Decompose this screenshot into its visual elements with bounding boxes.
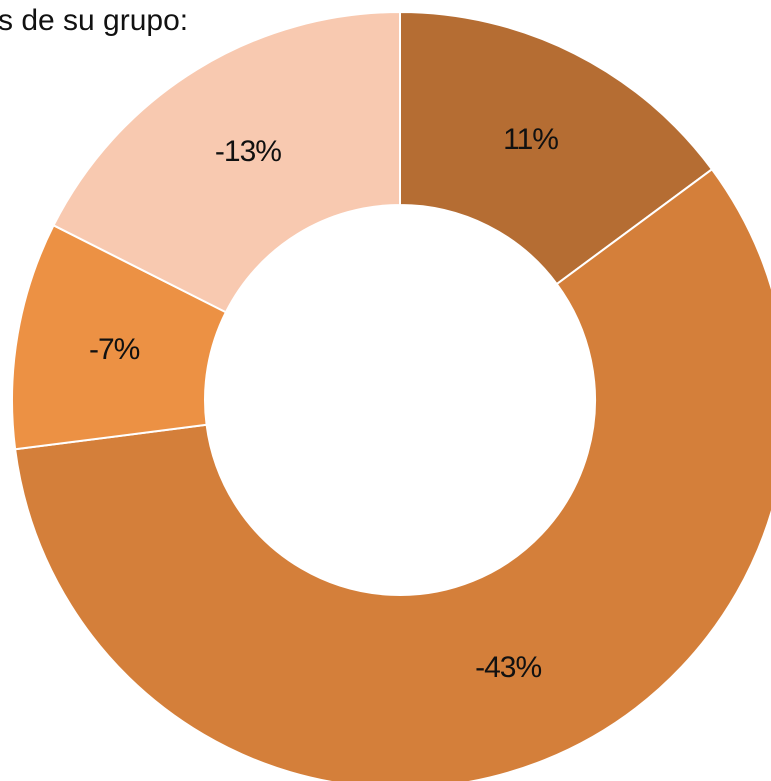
data-label: -43% (475, 651, 541, 684)
donut-slice (11, 223, 228, 451)
donut-slice (14, 167, 771, 781)
data-label: -7% (89, 333, 140, 366)
data-label: -13% (215, 135, 281, 168)
chart-title: s de su grupo: (0, 4, 188, 37)
donut-slice (52, 10, 401, 314)
donut-slice (399, 10, 714, 286)
data-label: 11% (503, 123, 558, 156)
